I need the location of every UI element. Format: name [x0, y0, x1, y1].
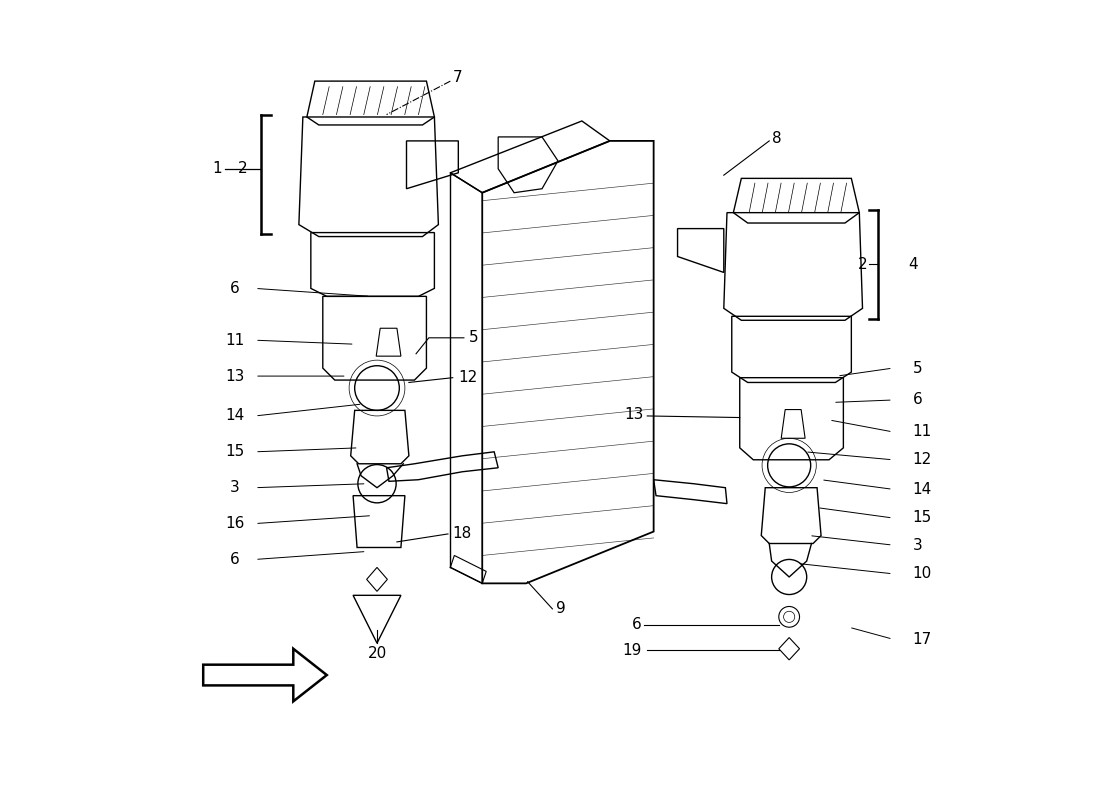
Text: 3: 3: [913, 538, 923, 553]
Text: 9: 9: [557, 602, 566, 616]
Text: 3: 3: [230, 480, 240, 495]
Text: 2: 2: [858, 257, 867, 272]
Text: 16: 16: [226, 516, 245, 531]
Text: 6: 6: [230, 281, 240, 296]
Text: 10: 10: [913, 566, 932, 582]
Text: 12: 12: [459, 370, 477, 385]
Text: 5: 5: [913, 361, 923, 376]
Text: 13: 13: [625, 407, 645, 422]
Text: 18: 18: [453, 526, 472, 542]
Text: 8: 8: [771, 131, 781, 146]
Text: 14: 14: [226, 409, 244, 423]
Text: 5: 5: [469, 330, 478, 346]
Text: 7: 7: [453, 70, 462, 85]
Text: 6: 6: [230, 552, 240, 567]
Text: 14: 14: [913, 482, 932, 497]
Text: 2: 2: [239, 162, 248, 176]
Text: 11: 11: [913, 424, 932, 439]
Text: 15: 15: [913, 510, 932, 526]
Text: 13: 13: [226, 369, 245, 383]
Text: 6: 6: [913, 393, 923, 407]
Text: 17: 17: [913, 632, 932, 646]
Text: 15: 15: [226, 444, 244, 459]
Text: 4: 4: [909, 257, 918, 272]
Text: 20: 20: [367, 646, 386, 661]
Text: 19: 19: [623, 643, 641, 658]
Text: 1: 1: [212, 162, 221, 176]
Text: 12: 12: [913, 452, 932, 467]
Text: 6: 6: [631, 618, 641, 632]
Text: 11: 11: [226, 333, 244, 348]
